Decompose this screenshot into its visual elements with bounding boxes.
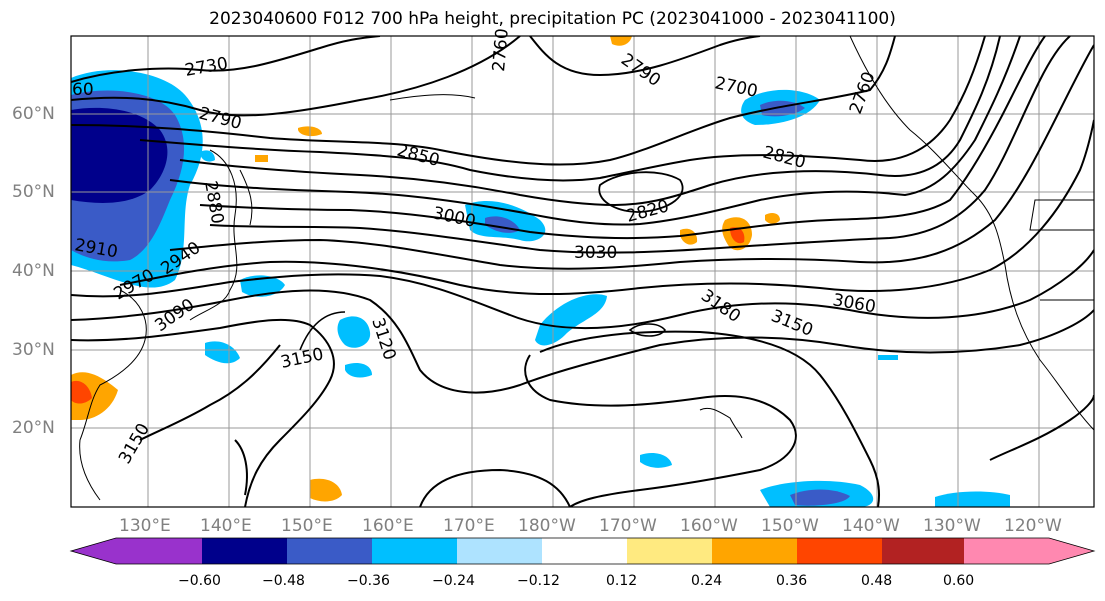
colorbar-tick-label: 0.48: [861, 573, 893, 589]
coastlines: [79, 36, 1094, 501]
colorbar-tick-label: −0.48: [262, 573, 305, 589]
colorbar-tick-label: −0.36: [347, 573, 390, 589]
colorbar-tick-label: −0.60: [178, 573, 221, 589]
graticule: [71, 36, 1094, 507]
lat-label: 20°N: [12, 418, 55, 438]
lon-label: 160°E: [362, 516, 414, 536]
lon-label: 130°E: [119, 516, 171, 536]
lon-label: 150°E: [281, 516, 333, 536]
lon-label: 150°W: [761, 516, 819, 536]
colorbar-bin: [627, 538, 712, 564]
colorbar-bin: [882, 538, 964, 564]
colorbar-tick-label: 0.36: [776, 573, 808, 589]
colorbar-bin: [372, 538, 457, 564]
contour-label: 60: [72, 80, 94, 100]
colorbar-tick-label: 0.12: [606, 573, 638, 589]
lat-label: 40°N: [12, 261, 55, 281]
lon-label: 170°W: [599, 516, 657, 536]
colorbar-tick-label: 0.24: [691, 573, 723, 589]
lat-label: 30°N: [12, 340, 55, 360]
colorbar-tick-label: 0.60: [943, 573, 975, 589]
lon-label: 120°W: [1004, 516, 1062, 536]
lat-label: 50°N: [12, 182, 55, 202]
plot-frame: [70, 35, 1095, 508]
colorbar-bin: [712, 538, 797, 564]
colorbar-bin: [202, 538, 287, 564]
colorbar-bin: [797, 538, 882, 564]
contour-label: 3030: [574, 243, 617, 263]
colorbar-outline: [69, 537, 1096, 565]
colorbar-over: [1049, 538, 1094, 564]
colorbar: [69, 537, 1096, 565]
lon-label: 160°W: [680, 516, 738, 536]
colorbar-bin: [964, 538, 1049, 564]
lon-label: 170°E: [443, 516, 495, 536]
lon-label: 130°W: [923, 516, 981, 536]
contour-label: 2760: [489, 28, 513, 73]
lat-label: 60°N: [12, 104, 55, 124]
colorbar-tick-label: −0.12: [517, 573, 560, 589]
lon-label: 180°W: [518, 516, 576, 536]
lon-label: 140°E: [200, 516, 252, 536]
map-title: 2023040600 F012 700 hPa height, precipit…: [209, 9, 896, 29]
colorbar-bin: [287, 538, 372, 564]
colorbar-tick-label: −0.24: [432, 573, 475, 589]
height-contours: [71, 36, 1094, 507]
colorbar-bin: [542, 538, 627, 564]
lon-label: 140°W: [842, 516, 900, 536]
colorbar-bin: [116, 538, 202, 564]
colorbar-bin: [457, 538, 542, 564]
